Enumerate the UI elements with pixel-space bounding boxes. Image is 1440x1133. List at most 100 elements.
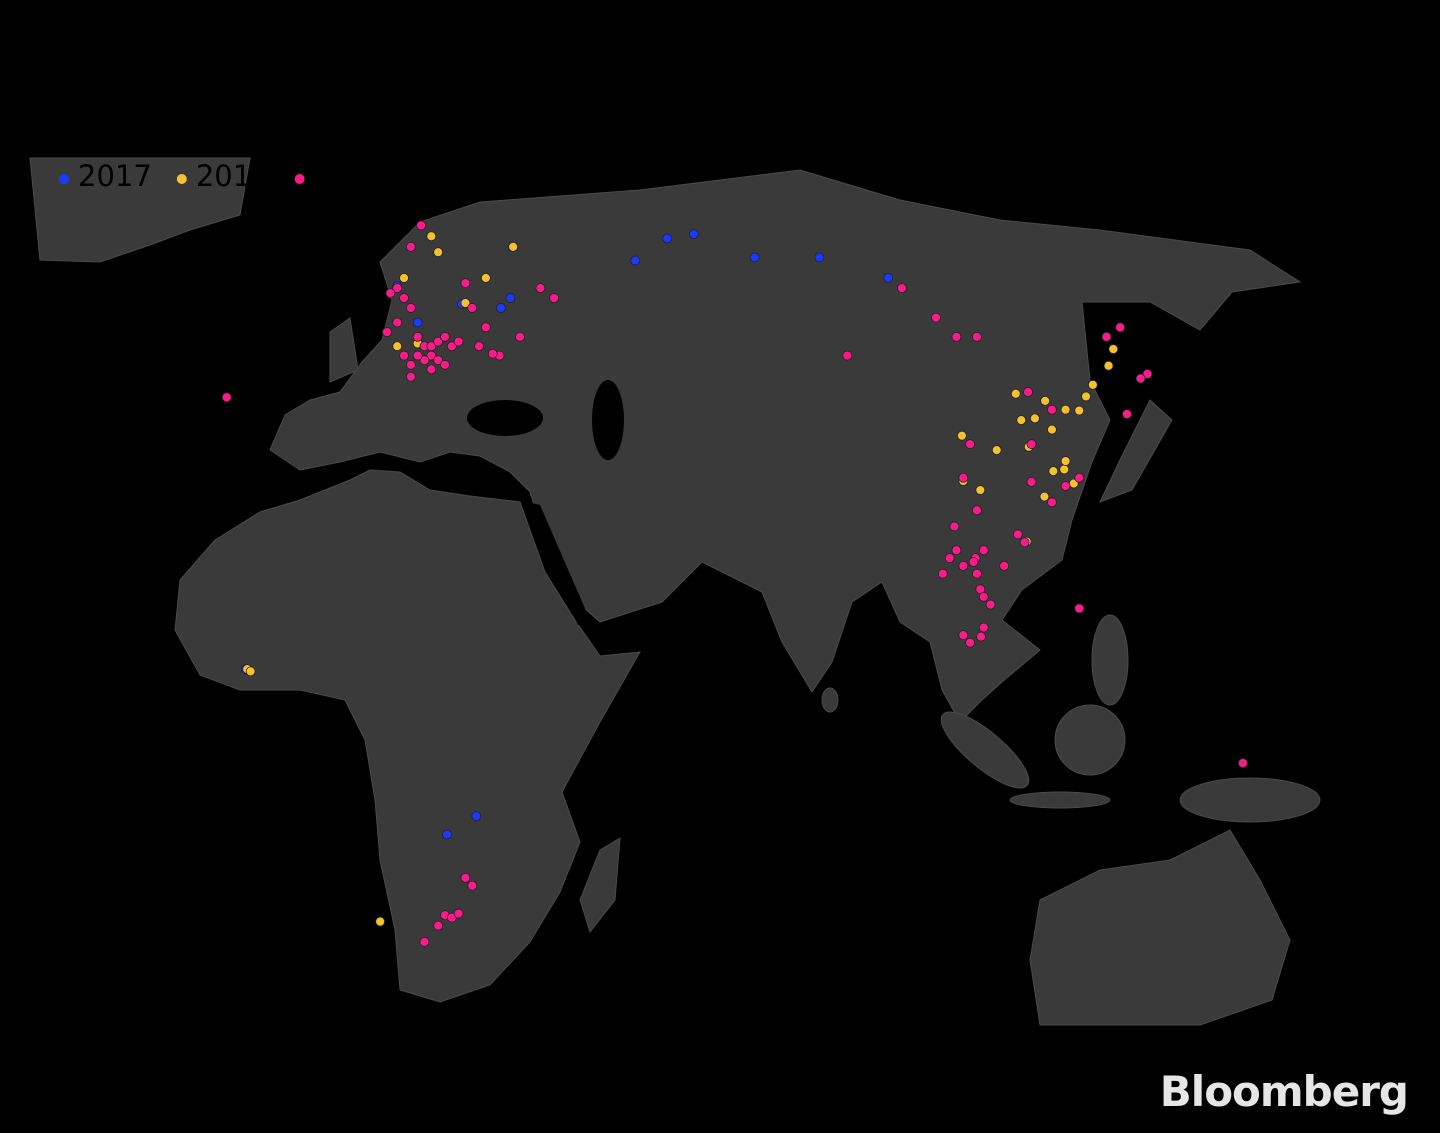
outbreak-dot (399, 350, 409, 361)
outbreak-dot (1039, 491, 1050, 502)
black-sea (467, 400, 543, 436)
outbreak-dot (1074, 405, 1085, 416)
legend-label: 2017 (78, 159, 152, 193)
outbreak-dot (1074, 603, 1085, 614)
outbreak-dot (1087, 379, 1098, 390)
outbreak-dot (1060, 456, 1071, 466)
legend: 2017 2018 2019 (59, 159, 387, 193)
outbreak-dot (814, 252, 825, 263)
outbreak-dot (1108, 344, 1119, 354)
outbreak-dot (460, 278, 471, 288)
outbreak-dot (515, 331, 525, 342)
outbreak-dot (467, 303, 478, 313)
outbreak-dot (412, 331, 423, 342)
outbreak-dot (991, 445, 1002, 456)
outbreak-dot (471, 811, 482, 822)
outbreak-dot (442, 829, 452, 840)
outbreak-dot (453, 336, 464, 347)
outbreak-dot (1135, 373, 1146, 384)
borneo (1054, 704, 1126, 776)
outbreak-dot (1103, 360, 1114, 371)
land (29, 157, 1321, 1026)
outbreak-dot (1074, 472, 1085, 483)
outbreak-dot (965, 637, 975, 648)
outbreak-dot (426, 231, 437, 242)
outbreak-dot (944, 553, 955, 563)
outbreak-dot (474, 341, 484, 352)
outbreak-dot (405, 359, 416, 370)
outbreak-dot (1010, 388, 1021, 399)
outbreak-dot (433, 336, 444, 347)
outbreak-dot (399, 293, 409, 303)
outbreak-dot (392, 283, 403, 294)
outbreak-dot (1047, 404, 1057, 415)
outbreak-dot (972, 331, 982, 342)
outbreak-dot (842, 350, 853, 361)
outbreak-dot (433, 247, 444, 258)
outbreak-dot (749, 252, 760, 263)
outbreak-dot (1115, 322, 1126, 333)
title: Global Threat (32, 49, 323, 93)
source: Source: World Organization for Animal He… (32, 1047, 773, 1081)
outbreak-dot (440, 359, 450, 370)
outbreak-dot (480, 322, 491, 333)
outbreak-dot (883, 273, 894, 283)
outbreak-dot (978, 592, 989, 602)
brand-logo: Bloomberg (1160, 1067, 1408, 1116)
legend-swatch (294, 174, 305, 184)
outbreak-dot (688, 229, 699, 240)
sumatra (940, 711, 1030, 789)
outbreak-dot (958, 630, 969, 641)
outbreak-dot (382, 327, 392, 337)
outbreak-dot (1048, 466, 1059, 476)
africa (174, 469, 641, 1003)
outbreak-dot (965, 439, 975, 450)
outbreak-dot (949, 521, 960, 532)
outbreak-dot (245, 666, 256, 677)
outbreak-dot (1047, 497, 1057, 508)
outbreak-dot (426, 364, 437, 375)
outbreak-dot (405, 303, 416, 313)
north-america-edge (29, 157, 251, 263)
outbreak-dot (1060, 481, 1071, 491)
outbreak-dot (419, 355, 430, 366)
outbreak-dot (1060, 404, 1071, 415)
outbreaks (221, 220, 1248, 947)
outbreak-dot (975, 485, 986, 495)
outbreak-dot (1026, 476, 1037, 487)
outbreak-dot (1029, 413, 1040, 424)
legend-label: 2018 (196, 159, 270, 193)
outbreak-dot (1238, 758, 1248, 768)
outbreak-dot (1142, 369, 1153, 379)
legend-label: 2019 (314, 159, 388, 193)
outbreak-dot (535, 283, 546, 294)
outbreak-dot (405, 371, 416, 382)
outbreak-dot (419, 936, 430, 947)
outbreak-dot (495, 303, 506, 313)
legend-swatch (59, 174, 69, 184)
outbreak-dot (1026, 439, 1037, 450)
outbreak-dot (480, 273, 491, 283)
philippines (1091, 614, 1129, 706)
outbreak-dot (405, 242, 416, 252)
outbreak-dot (1019, 537, 1030, 548)
outbreak-dot (978, 622, 989, 633)
outbreak-dot (958, 472, 969, 483)
outbreak-dot (505, 293, 516, 303)
great-britain (329, 317, 359, 383)
outbreak-dot (440, 331, 450, 342)
outbreak-dot (937, 568, 948, 579)
outbreak-dot (453, 908, 464, 919)
outbreak-dot (978, 545, 989, 556)
outbreak-dot (433, 355, 444, 366)
new-guinea (1179, 777, 1321, 823)
outbreak-dot (1081, 391, 1091, 402)
outbreak-dot (487, 348, 498, 359)
outbreak-dot (972, 568, 982, 579)
outbreak-dot (1012, 529, 1023, 540)
caspian-sea (592, 380, 624, 460)
outbreak-dot (1059, 464, 1070, 475)
outbreak-dot (1040, 395, 1051, 406)
